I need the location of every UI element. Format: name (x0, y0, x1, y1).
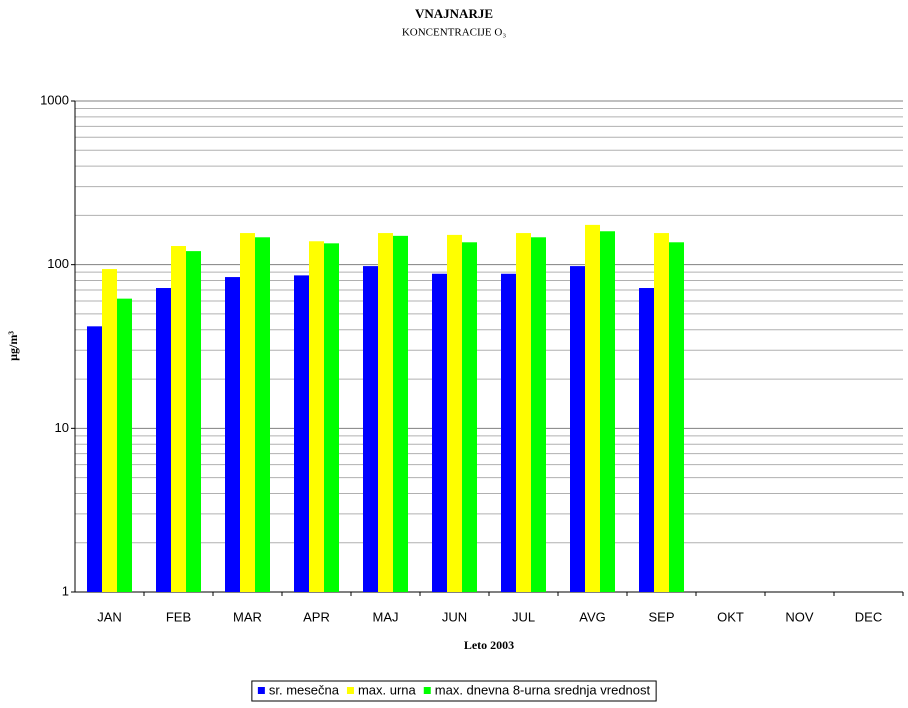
x-tick-label: SEP (648, 609, 674, 624)
bar (639, 288, 654, 592)
bar (255, 237, 270, 592)
x-tick-label: FEB (166, 609, 191, 624)
legend-box (251, 680, 657, 702)
bar (225, 277, 240, 592)
chart-title: VNAJNARJE (415, 6, 493, 21)
bar (240, 233, 255, 593)
x-tick-label: DEC (855, 609, 882, 624)
bar (501, 273, 516, 592)
bar (363, 266, 378, 592)
bar (156, 288, 171, 592)
x-tick-label: JUL (512, 609, 535, 624)
legend-label: sr. mesečna (269, 682, 340, 697)
bar (432, 273, 447, 592)
bar (324, 243, 339, 592)
x-tick-label: JAN (97, 609, 122, 624)
bar (117, 298, 132, 592)
bar (378, 233, 393, 593)
y-tick-label: 10 (55, 420, 69, 435)
bar (516, 233, 531, 593)
y-tick-label: 1 (62, 583, 69, 598)
x-axis-label: Leto 2003 (464, 638, 514, 652)
bar (600, 231, 615, 592)
legend-swatch (346, 687, 354, 694)
legend-label: max. urna (358, 682, 417, 697)
x-tick-label: JUN (442, 609, 467, 624)
bar (171, 246, 186, 592)
bar (531, 237, 546, 592)
bar (669, 242, 684, 592)
y-tick-label: 100 (47, 256, 69, 271)
y-tick-label: 1000 (40, 92, 69, 107)
x-tick-label: APR (303, 609, 330, 624)
bar (570, 266, 585, 592)
x-tick-label: OKT (717, 609, 744, 624)
x-tick-label: MAR (233, 609, 262, 624)
bar (654, 233, 669, 593)
bar (186, 251, 201, 592)
bar (393, 235, 408, 593)
bar (87, 326, 102, 592)
bar (585, 224, 600, 592)
bar (294, 275, 309, 592)
x-tick-label: MAJ (373, 609, 399, 624)
legend-swatch (423, 687, 431, 694)
bar (462, 242, 477, 592)
y-axis-label: µg/m³ (6, 331, 20, 361)
x-tick-label: NOV (785, 609, 814, 624)
chart-subtitle: KONCENTRACIJE O₃ (402, 27, 507, 39)
legend: sr. mesečna max. urna max. dnevna 8-urna s… (251, 680, 657, 702)
bar (447, 234, 462, 592)
legend-swatch (257, 687, 265, 694)
x-tick-label: AVG (579, 609, 606, 624)
bar (309, 241, 324, 592)
bar (102, 269, 117, 592)
legend-label: max. dnevna 8-urna srednja vrednost (435, 682, 651, 697)
